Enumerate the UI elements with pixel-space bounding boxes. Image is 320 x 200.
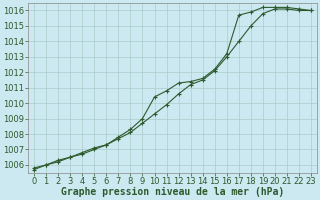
X-axis label: Graphe pression niveau de la mer (hPa): Graphe pression niveau de la mer (hPa)	[61, 187, 284, 197]
